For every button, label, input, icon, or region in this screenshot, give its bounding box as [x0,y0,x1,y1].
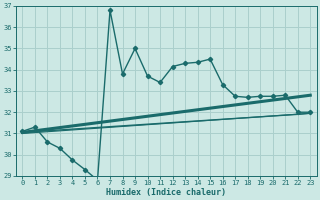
X-axis label: Humidex (Indice chaleur): Humidex (Indice chaleur) [106,188,226,197]
